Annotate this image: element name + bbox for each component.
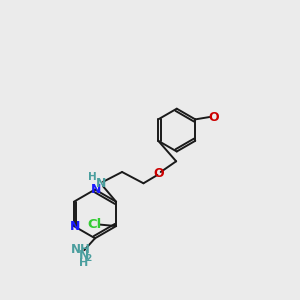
Text: N: N (79, 249, 89, 262)
Text: 2: 2 (85, 254, 92, 263)
Text: O: O (154, 167, 164, 180)
Text: O: O (208, 110, 219, 124)
Text: Cl: Cl (88, 218, 102, 231)
Text: N: N (91, 183, 101, 196)
Text: H: H (79, 258, 88, 268)
Text: N: N (70, 220, 80, 232)
Text: H: H (88, 172, 97, 182)
Text: N: N (95, 177, 106, 190)
Text: NH: NH (71, 242, 91, 256)
